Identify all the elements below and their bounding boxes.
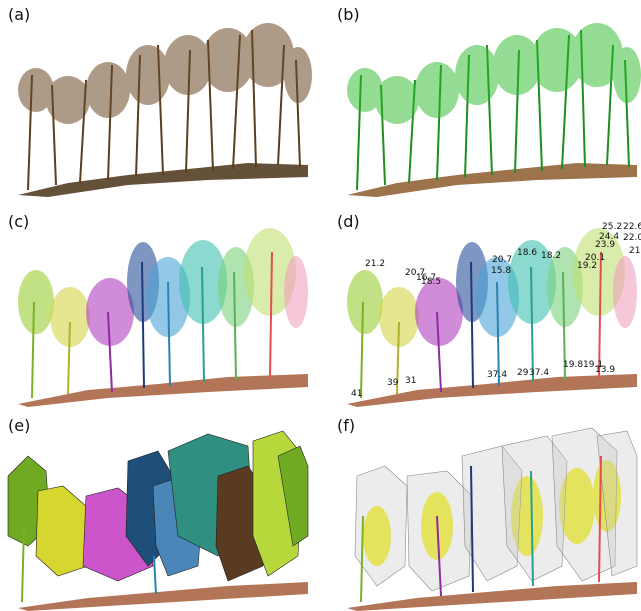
- dbh-label: 37.4: [487, 370, 507, 380]
- panel-c: (c): [8, 212, 308, 407]
- dbh-label: 13.9: [595, 365, 615, 375]
- panel-e: (e): [7, 416, 309, 611]
- height-label: 22.6: [623, 222, 641, 232]
- height-label: 16.7: [416, 273, 436, 283]
- dbh-label: 31: [405, 376, 416, 386]
- height-label: 18.6: [517, 248, 537, 258]
- panel-a-image: [18, 23, 312, 197]
- dbh-label: 39: [387, 378, 399, 388]
- height-label: 15.8: [491, 266, 511, 276]
- panel-b-label: (b): [337, 5, 360, 24]
- dbh-label: 19.8: [563, 360, 583, 370]
- height-label: 20.1: [585, 253, 605, 263]
- panel-d: 25.2 22.6 24.4 22.0 23.9 21.2 18.6 18.2 …: [337, 212, 641, 407]
- height-label: 23.9: [595, 240, 615, 250]
- panel-b-image: [347, 23, 641, 197]
- height-label: 21.2: [629, 246, 641, 256]
- height-label: 20.7: [405, 268, 425, 278]
- panel-e-label: (e): [8, 416, 31, 435]
- height-label: 20.7: [492, 255, 512, 265]
- panel-f-image: [347, 427, 638, 611]
- height-label: 19.2: [577, 261, 597, 271]
- dbh-label: 41: [351, 389, 362, 399]
- height-label: 21.2: [365, 259, 385, 269]
- height-label: 25.2: [602, 222, 622, 232]
- height-label: 24.4: [599, 232, 619, 242]
- panel-e-image: [7, 430, 309, 611]
- panel-a-label: (a): [8, 5, 31, 24]
- panel-d-image: 25.2 22.6 24.4 22.0 23.9 21.2 18.6 18.2 …: [347, 222, 641, 407]
- panel-b: (b): [337, 5, 641, 200]
- panel-f-label: (f): [337, 416, 356, 435]
- panel-f: (f): [337, 416, 638, 611]
- dbh-label: 19.1: [583, 360, 603, 370]
- height-label: 22.0: [623, 233, 641, 243]
- panel-c-image: [18, 228, 308, 407]
- panel-a: (a): [8, 5, 312, 200]
- height-label: 18.2: [541, 251, 561, 261]
- dbh-label: 29: [517, 368, 529, 378]
- panel-d-label: (d): [337, 212, 360, 231]
- dbh-label: 37.4: [529, 368, 549, 378]
- panel-c-label: (c): [8, 212, 30, 231]
- height-label: 18.5: [421, 277, 441, 287]
